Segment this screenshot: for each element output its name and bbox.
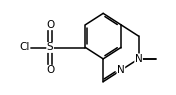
Text: N: N: [117, 65, 125, 75]
Text: N: N: [135, 54, 143, 64]
Text: O: O: [46, 65, 54, 75]
Text: O: O: [46, 20, 54, 30]
Text: S: S: [47, 42, 53, 53]
Text: Cl: Cl: [20, 42, 30, 53]
